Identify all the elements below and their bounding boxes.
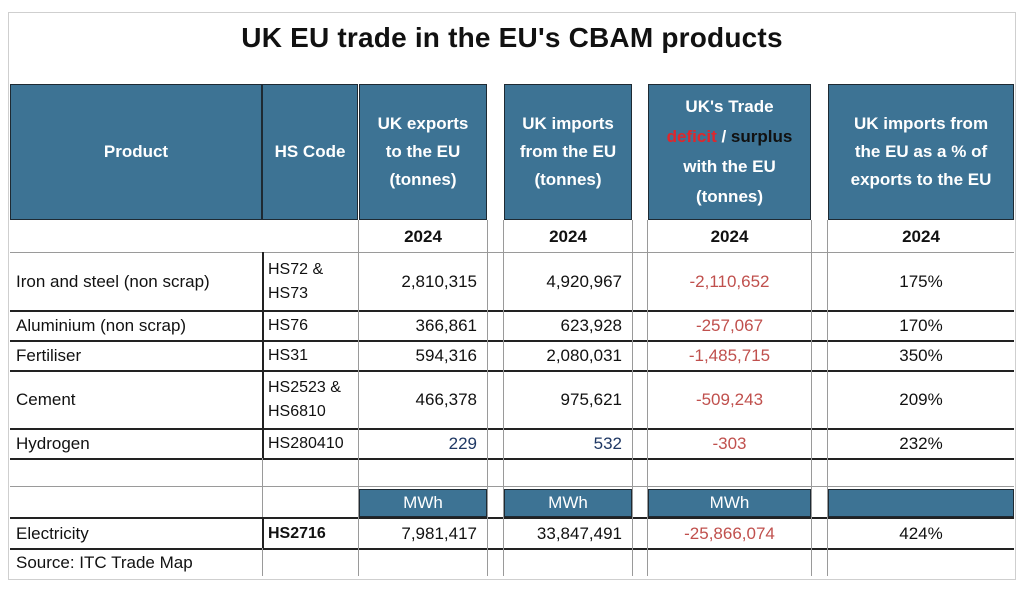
gridline: [827, 220, 828, 576]
gridline: [811, 220, 812, 576]
electricity-imports: 33,847,491: [536, 524, 622, 543]
gridline: [10, 340, 1014, 342]
table-row-hs: HS72 & HS73: [268, 261, 324, 302]
header-exports: UK exports to the EU (tonnes): [359, 84, 487, 220]
table-row-balance: -2,110,652: [689, 272, 770, 291]
header-trade-balance: UK's Trade deficit / surplus with the EU…: [648, 84, 811, 220]
table-row-ratio: 350%: [899, 346, 943, 365]
table-row-balance: -509,243: [695, 390, 764, 409]
table-row-product: Hydrogen: [16, 434, 90, 453]
gridline: [10, 252, 1014, 253]
gridline: [10, 517, 1014, 519]
table-row-exports: 594,316: [415, 346, 477, 365]
table-row-hs: HS280410: [268, 435, 344, 452]
table-row-exports: 366,861: [415, 316, 477, 335]
gridline: [262, 252, 264, 458]
table-row-balance: -303: [712, 434, 747, 453]
gridline: [10, 310, 1014, 312]
gridline: [487, 220, 488, 576]
header-imports: UK imports from the EU (tonnes): [504, 84, 632, 220]
source-note: Source: ITC Trade Map: [16, 553, 193, 572]
year-ratio: 2024: [902, 227, 940, 246]
table-row-exports: 2,810,315: [401, 272, 477, 291]
table-row-balance: -1,485,715: [688, 346, 771, 365]
table-row-hs: HS76: [268, 317, 309, 334]
electricity-ratio: 424%: [899, 524, 943, 543]
table-row-hs: HS2523 & HS6810: [268, 379, 341, 420]
gridline: [10, 428, 1014, 430]
unit-exports: MWh: [359, 489, 487, 517]
table-row-exports: 229: [448, 434, 477, 453]
table-row-balance: -257,067: [695, 316, 764, 335]
gridline: [10, 548, 1014, 550]
gridline: [262, 458, 263, 517]
gridline: [647, 220, 648, 576]
electricity-exports: 7,981,417: [401, 524, 477, 543]
unit-imports: MWh: [504, 489, 632, 517]
gridline: [10, 370, 1014, 372]
table-row-product: Iron and steel (non scrap): [16, 272, 210, 291]
gridline: [10, 486, 1014, 487]
page-title: UK EU trade in the EU's CBAM products: [241, 22, 783, 53]
year-balance: 2024: [710, 227, 749, 246]
gridline: [503, 220, 504, 576]
unit-ratio: [828, 489, 1014, 517]
table-row-hs: HS31: [268, 347, 309, 364]
deficit-label: deficit: [666, 127, 717, 146]
surplus-label: surplus: [730, 127, 793, 146]
table-row-imports: 975,621: [560, 390, 622, 409]
electricity-product: Electricity: [16, 524, 89, 543]
table-row-product: Aluminium (non scrap): [16, 316, 187, 335]
gridline: [632, 220, 633, 576]
electricity-hs: HS2716: [268, 525, 326, 542]
table-row-ratio: 170%: [899, 316, 943, 335]
unit-balance: MWh: [648, 489, 811, 517]
table-row-product: Cement: [16, 390, 76, 409]
gridline: [10, 458, 1014, 460]
gridline: [262, 548, 263, 576]
table-row-imports: 532: [593, 434, 622, 453]
table-row-imports: 2,080,031: [546, 346, 622, 365]
table-row-imports: 623,928: [560, 316, 622, 335]
table-row-imports: 4,920,967: [546, 272, 622, 291]
table-row-exports: 466,378: [415, 390, 477, 409]
table-row-ratio: 175%: [899, 272, 943, 291]
gridline: [262, 517, 264, 548]
electricity-balance: -25,866,074: [684, 524, 775, 543]
header-hs-code: HS Code: [262, 84, 358, 220]
table-row-ratio: 209%: [899, 390, 943, 409]
table-row-product: Fertiliser: [16, 346, 82, 365]
table-frame: [8, 12, 1016, 580]
header-product: Product: [10, 84, 262, 220]
year-exports: 2024: [404, 227, 442, 246]
header-ratio: UK imports from the EU as a % of exports t…: [828, 84, 1014, 220]
year-imports: 2024: [549, 227, 587, 246]
gridline: [358, 220, 359, 576]
table-row-ratio: 232%: [899, 434, 943, 453]
